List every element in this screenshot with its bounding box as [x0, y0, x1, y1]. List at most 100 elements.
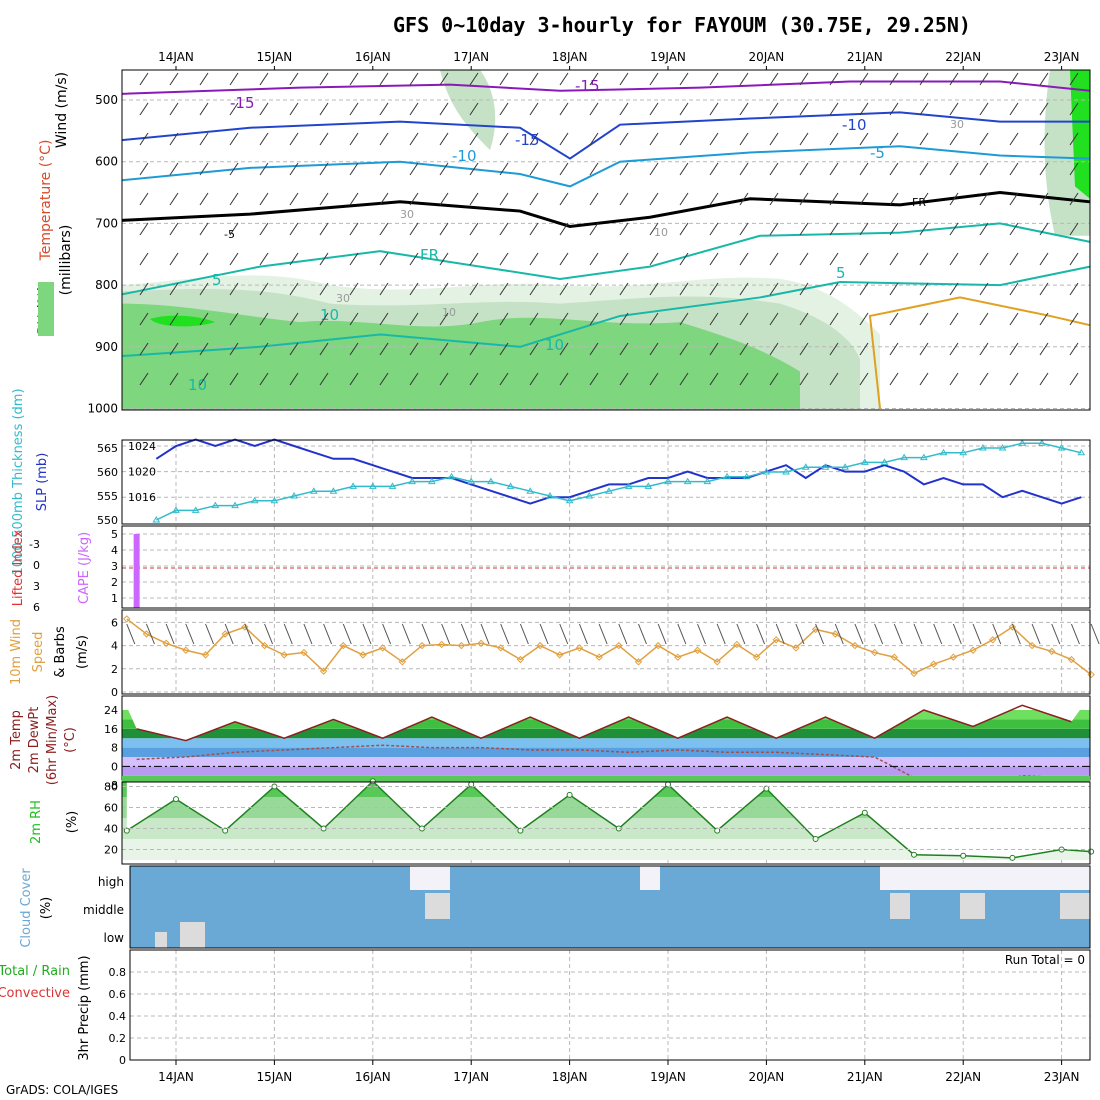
wind-barb	[199, 372, 209, 386]
wind-barb	[589, 192, 599, 206]
wind-barb	[679, 102, 689, 116]
wind-speed-marker	[1067, 655, 1076, 664]
slp-panel-frame	[121, 439, 1091, 525]
wind-barb	[319, 192, 329, 206]
wind-barb	[1039, 132, 1049, 146]
wind-barb	[379, 72, 389, 86]
wind-speed-marker	[1048, 647, 1056, 656]
wind-barb	[169, 222, 179, 236]
wind-barb	[229, 192, 239, 206]
wind-barb	[709, 252, 719, 266]
thickness-marker	[467, 477, 476, 485]
wind-barb	[319, 102, 329, 116]
wind-speed-marker	[674, 653, 682, 661]
wind-barb-10m	[460, 623, 470, 645]
wind-ylabel: (m/s)	[75, 635, 90, 669]
page-title: GFS 0~10day 3-hourly for FAYOUM (30.75E,…	[393, 13, 971, 37]
wind-barb	[619, 282, 629, 296]
wind-barb-10m	[795, 623, 805, 645]
temp-contour-minus15	[121, 80, 1091, 95]
temp-ylabel: 2m Temp	[9, 710, 24, 770]
wind-barb	[349, 372, 359, 386]
wind-barb	[499, 162, 509, 176]
wind-barb	[529, 342, 539, 356]
wind-barb	[1009, 102, 1019, 116]
wind-barb	[769, 102, 779, 116]
wind-barb	[679, 342, 689, 356]
slp-tick-label: 1020	[128, 466, 156, 479]
wind-barb	[409, 312, 419, 326]
thickness-marker	[526, 487, 535, 494]
wind-barb	[319, 72, 329, 86]
wind-barb	[859, 252, 869, 266]
wind-barb	[469, 102, 479, 116]
wind-barb	[319, 282, 329, 296]
wind-barb	[859, 342, 869, 356]
precip-tick-label: 0.4	[109, 1010, 127, 1023]
wind-barb	[169, 252, 179, 266]
contour-label: -10	[452, 147, 477, 165]
wind-barb	[679, 282, 689, 296]
wind-barb	[349, 282, 359, 296]
wind-barb	[919, 372, 929, 386]
wind-barb	[229, 132, 239, 146]
wind-barb	[769, 342, 779, 356]
contour-label: 5	[836, 264, 846, 282]
wind-barb	[139, 102, 149, 116]
wind-barb	[649, 72, 659, 86]
wind-barb	[1039, 372, 1049, 386]
cloud-block	[880, 866, 1090, 890]
wind-barb	[949, 342, 959, 356]
wind-barb	[679, 162, 689, 176]
thickness-marker	[152, 516, 161, 523]
top-date-label: 19JAN	[650, 50, 686, 64]
pressure-tick-label: 700	[95, 216, 118, 230]
wind-barb	[1009, 72, 1019, 86]
wind-barb	[229, 252, 239, 266]
wind-barb	[919, 282, 929, 296]
contour-label: 30	[336, 292, 350, 305]
thickness-marker	[703, 477, 712, 485]
wind-speed-marker	[870, 648, 879, 657]
thickness-marker	[172, 506, 180, 513]
wind-barb	[1009, 162, 1019, 176]
wind-barb	[799, 102, 809, 116]
wind-barb	[949, 72, 959, 86]
wind-barb	[1039, 342, 1049, 356]
wind-barb	[949, 372, 959, 386]
thickness-marker	[368, 482, 377, 489]
wind-barb	[859, 222, 869, 236]
thickness-marker	[1077, 448, 1086, 456]
wind-barb	[469, 222, 479, 236]
rh-tick-label: 40	[104, 823, 118, 836]
wind-speed-marker	[437, 640, 446, 649]
precip-ylabel: 3hr Precip (mm)	[77, 955, 92, 1060]
contour-label: 10	[188, 376, 207, 394]
wind-speed-marker	[477, 639, 485, 647]
wind-barb	[139, 222, 149, 236]
wind-barb	[619, 192, 629, 206]
wind-barb	[799, 282, 809, 296]
wind-barb	[139, 72, 149, 86]
thickness-marker	[919, 453, 928, 461]
wind-tick-label: 4	[111, 640, 118, 653]
rh-shading-upper-right-bright	[1070, 70, 1090, 199]
bottom-date-label: 16JAN	[355, 1070, 391, 1084]
wind-speed-marker	[910, 669, 918, 678]
temp-ylabel: (°C)	[63, 727, 78, 753]
wind-barb	[769, 312, 779, 326]
wind-speed-marker	[634, 658, 643, 666]
wind-barb	[469, 282, 479, 296]
wind-barb-10m	[736, 623, 746, 645]
rh-2m-marker	[123, 827, 130, 834]
precip-tick-label: 0.2	[109, 1032, 127, 1045]
wind-barb	[859, 372, 869, 386]
wind-barb-10m	[480, 623, 490, 645]
thickness-marker	[546, 492, 554, 499]
wind-speed-marker	[241, 623, 249, 631]
wind-barb-10m	[657, 623, 667, 645]
temp-above-mask	[122, 696, 1090, 741]
wind-barb	[889, 282, 899, 296]
wind-barb	[229, 162, 239, 176]
wind-barb	[289, 342, 299, 356]
